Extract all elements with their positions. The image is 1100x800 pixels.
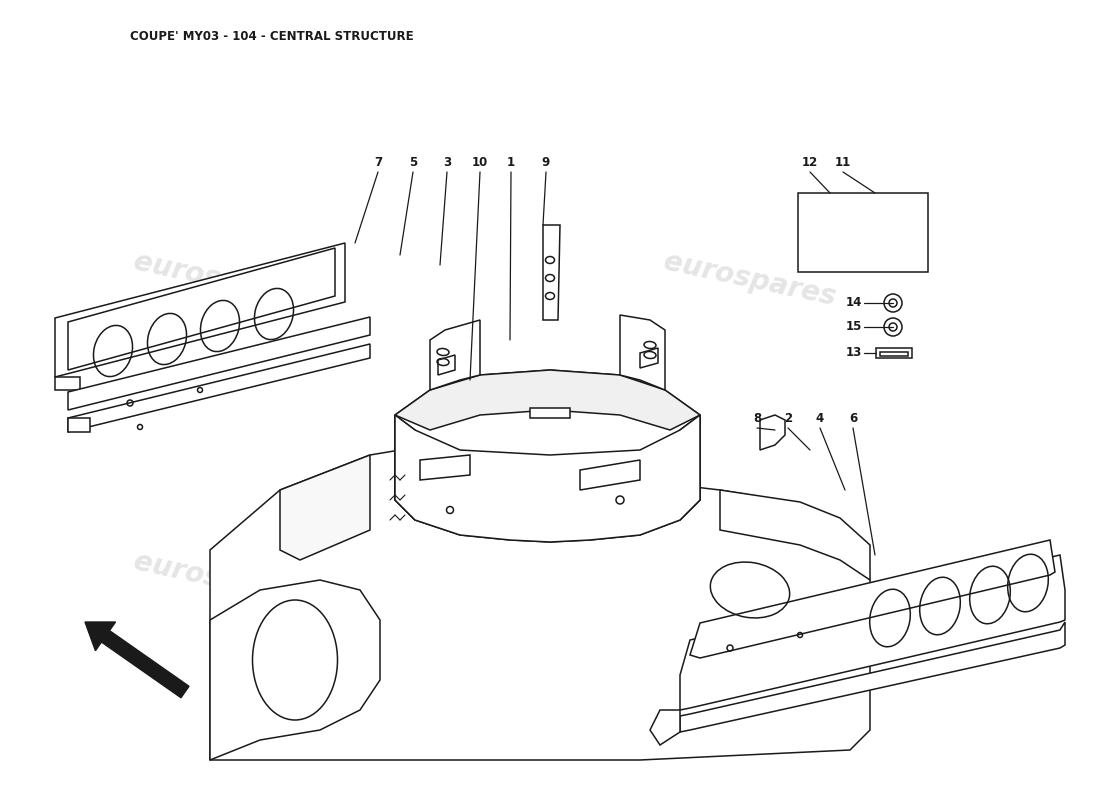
- Text: 10: 10: [472, 155, 488, 169]
- Text: eurospares: eurospares: [131, 248, 309, 312]
- Polygon shape: [620, 315, 666, 390]
- Polygon shape: [438, 355, 455, 375]
- Text: eurospares: eurospares: [661, 548, 838, 612]
- Polygon shape: [395, 370, 700, 430]
- Text: 9: 9: [542, 155, 550, 169]
- Text: 1: 1: [507, 155, 515, 169]
- Polygon shape: [395, 415, 415, 520]
- Polygon shape: [876, 348, 912, 358]
- Text: eurospares: eurospares: [131, 548, 309, 612]
- Polygon shape: [680, 555, 1065, 710]
- Polygon shape: [530, 408, 570, 418]
- Polygon shape: [420, 455, 470, 480]
- Polygon shape: [68, 248, 336, 370]
- Polygon shape: [68, 344, 370, 432]
- Polygon shape: [55, 243, 345, 377]
- Polygon shape: [680, 622, 1065, 732]
- Polygon shape: [720, 490, 870, 580]
- Polygon shape: [580, 460, 640, 490]
- Polygon shape: [880, 352, 907, 356]
- Polygon shape: [68, 317, 370, 410]
- Text: 14: 14: [846, 297, 862, 310]
- Text: 12: 12: [802, 155, 818, 169]
- Polygon shape: [805, 200, 920, 265]
- Polygon shape: [815, 210, 910, 255]
- Polygon shape: [640, 348, 658, 368]
- Text: 6: 6: [849, 411, 857, 425]
- Text: 4: 4: [816, 411, 824, 425]
- Polygon shape: [798, 193, 928, 272]
- Polygon shape: [280, 455, 370, 560]
- Text: 8: 8: [752, 411, 761, 425]
- Text: eurospares: eurospares: [661, 248, 838, 312]
- Text: 13: 13: [846, 346, 862, 359]
- FancyArrow shape: [85, 622, 189, 698]
- Polygon shape: [210, 580, 380, 760]
- Polygon shape: [55, 377, 80, 390]
- Polygon shape: [760, 415, 785, 450]
- Polygon shape: [690, 540, 1055, 658]
- Polygon shape: [395, 370, 700, 542]
- Text: COUPE' MY03 - 104 - CENTRAL STRUCTURE: COUPE' MY03 - 104 - CENTRAL STRUCTURE: [130, 30, 414, 43]
- Polygon shape: [650, 710, 680, 745]
- Polygon shape: [543, 225, 560, 320]
- Polygon shape: [210, 445, 870, 760]
- Polygon shape: [680, 415, 700, 520]
- Polygon shape: [395, 415, 700, 542]
- Text: 3: 3: [443, 155, 451, 169]
- Polygon shape: [430, 320, 480, 390]
- Text: 7: 7: [374, 155, 382, 169]
- Text: 11: 11: [835, 155, 851, 169]
- Polygon shape: [68, 418, 90, 432]
- Text: 2: 2: [784, 411, 792, 425]
- Text: 15: 15: [846, 321, 862, 334]
- Text: 5: 5: [409, 155, 417, 169]
